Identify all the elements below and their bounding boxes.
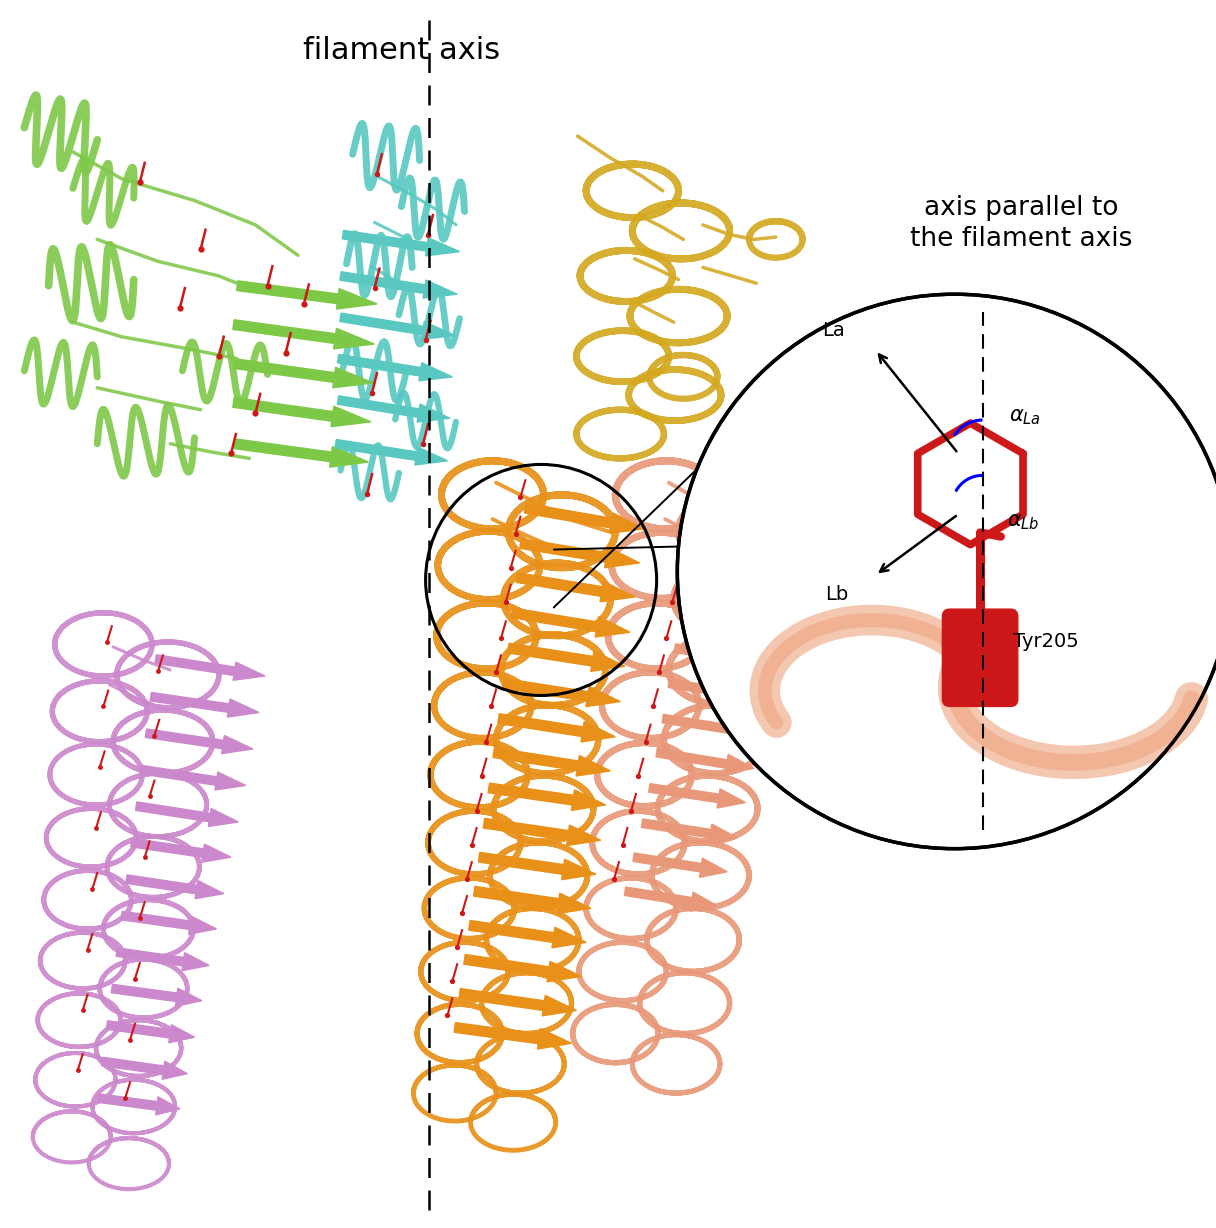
Text: $\alpha_{La}$: $\alpha_{La}$ bbox=[1009, 406, 1041, 427]
FancyBboxPatch shape bbox=[942, 609, 1018, 706]
FancyArrow shape bbox=[140, 765, 246, 790]
FancyArrow shape bbox=[102, 1057, 187, 1079]
FancyArrow shape bbox=[689, 539, 795, 566]
FancyArrow shape bbox=[125, 874, 224, 899]
Text: Lb: Lb bbox=[826, 585, 849, 604]
FancyArrow shape bbox=[478, 852, 596, 879]
FancyArrow shape bbox=[488, 783, 606, 810]
FancyArrow shape bbox=[337, 355, 452, 381]
FancyArrow shape bbox=[232, 319, 375, 349]
FancyArrow shape bbox=[232, 398, 371, 426]
FancyArrow shape bbox=[130, 839, 231, 862]
FancyArrow shape bbox=[97, 1094, 180, 1115]
FancyArrow shape bbox=[154, 655, 265, 680]
Text: Tyr205: Tyr205 bbox=[1013, 632, 1079, 652]
Text: $\alpha_{Lb}$: $\alpha_{Lb}$ bbox=[1007, 512, 1040, 532]
FancyArrow shape bbox=[662, 715, 762, 739]
FancyArrow shape bbox=[454, 1023, 572, 1049]
FancyArrow shape bbox=[492, 748, 610, 776]
FancyArrow shape bbox=[497, 713, 615, 742]
FancyArrow shape bbox=[233, 438, 368, 467]
FancyArrow shape bbox=[507, 643, 625, 672]
FancyArrow shape bbox=[511, 608, 630, 637]
FancyArrow shape bbox=[150, 693, 259, 717]
FancyArrow shape bbox=[632, 853, 727, 877]
FancyArrow shape bbox=[337, 395, 450, 422]
FancyArrow shape bbox=[668, 679, 770, 705]
FancyArrow shape bbox=[232, 359, 373, 388]
FancyArrow shape bbox=[107, 1020, 195, 1043]
FancyArrow shape bbox=[624, 887, 717, 911]
FancyArrow shape bbox=[339, 313, 455, 339]
FancyArrow shape bbox=[458, 989, 576, 1016]
Text: La: La bbox=[822, 322, 845, 340]
FancyArrow shape bbox=[342, 231, 460, 255]
FancyArrow shape bbox=[483, 818, 601, 846]
FancyArrow shape bbox=[685, 573, 789, 600]
FancyArrow shape bbox=[135, 802, 238, 826]
Text: filament axis: filament axis bbox=[303, 37, 500, 65]
FancyArrow shape bbox=[468, 921, 586, 948]
FancyArrow shape bbox=[674, 643, 777, 670]
FancyArrow shape bbox=[473, 887, 591, 914]
FancyArrow shape bbox=[122, 911, 216, 935]
FancyArrow shape bbox=[502, 679, 620, 706]
FancyArrow shape bbox=[641, 819, 737, 844]
FancyArrow shape bbox=[334, 440, 447, 465]
FancyArrow shape bbox=[524, 503, 644, 533]
Circle shape bbox=[677, 295, 1216, 849]
FancyArrow shape bbox=[116, 948, 209, 970]
FancyArrow shape bbox=[655, 748, 754, 774]
FancyArrow shape bbox=[648, 783, 745, 808]
FancyArrow shape bbox=[463, 954, 581, 982]
FancyArrow shape bbox=[519, 539, 640, 567]
FancyArrow shape bbox=[236, 281, 377, 309]
FancyArrow shape bbox=[680, 609, 783, 635]
FancyArrow shape bbox=[339, 271, 457, 298]
FancyArrow shape bbox=[145, 729, 253, 754]
FancyArrow shape bbox=[112, 985, 202, 1006]
FancyArrow shape bbox=[516, 572, 635, 602]
Text: axis parallel to
the filament axis: axis parallel to the filament axis bbox=[911, 194, 1132, 252]
FancyArrow shape bbox=[694, 503, 800, 530]
